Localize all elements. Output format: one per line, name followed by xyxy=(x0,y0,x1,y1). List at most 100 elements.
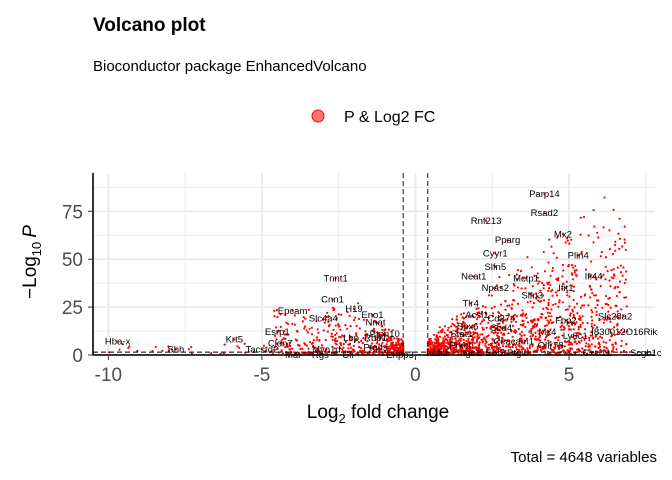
data-point xyxy=(542,294,545,297)
data-point xyxy=(462,317,466,320)
data-point xyxy=(541,347,545,350)
data-point xyxy=(575,274,578,277)
chart-caption: Total = 4648 variables xyxy=(511,449,657,466)
data-point xyxy=(583,338,586,341)
data-point xyxy=(445,338,448,341)
data-point xyxy=(493,329,496,332)
data-point xyxy=(453,350,456,353)
data-point xyxy=(348,342,351,345)
gene-label: Nnat xyxy=(365,317,385,328)
data-point xyxy=(575,342,578,345)
data-point xyxy=(621,245,624,248)
data-point xyxy=(532,301,536,305)
gene-label: Esrp1 xyxy=(265,327,290,338)
data-point xyxy=(526,321,530,324)
data-point xyxy=(449,347,452,350)
data-point xyxy=(275,326,278,329)
data-point xyxy=(608,279,611,282)
data-point xyxy=(590,260,593,263)
data-point xyxy=(364,338,367,341)
data-point xyxy=(467,345,470,348)
data-point xyxy=(526,301,529,304)
data-point xyxy=(334,339,337,343)
data-point xyxy=(536,295,539,298)
data-point xyxy=(587,304,590,307)
data-point xyxy=(334,324,337,327)
data-point xyxy=(453,323,456,326)
data-point xyxy=(563,345,566,348)
data-point xyxy=(602,321,605,324)
data-point xyxy=(616,322,619,325)
data-point xyxy=(286,344,289,347)
data-point xyxy=(325,348,328,351)
gene-label: Cnn1 xyxy=(321,294,344,305)
legend-label: P & Log2 FC xyxy=(344,109,435,126)
data-point xyxy=(570,238,573,241)
data-point xyxy=(447,341,450,344)
data-point xyxy=(616,315,619,318)
data-point xyxy=(264,350,267,353)
data-point xyxy=(538,300,541,303)
data-point xyxy=(512,340,515,343)
data-point xyxy=(473,336,476,339)
data-point xyxy=(460,313,463,316)
data-point xyxy=(590,288,593,291)
data-point xyxy=(462,344,465,347)
data-point xyxy=(170,348,173,351)
data-point xyxy=(551,349,554,352)
data-point xyxy=(561,324,564,327)
gene-label: Pparg xyxy=(495,235,520,246)
data-point xyxy=(386,347,389,350)
chart-subtitle: Bioconductor package EnhancedVolcano xyxy=(93,58,367,75)
data-point xyxy=(524,287,527,290)
data-point xyxy=(315,338,318,341)
data-point xyxy=(335,332,338,335)
data-point xyxy=(161,349,164,352)
data-point xyxy=(590,309,593,312)
data-point xyxy=(349,325,352,328)
data-point xyxy=(127,346,130,349)
data-point xyxy=(543,343,546,347)
data-point xyxy=(451,333,454,336)
data-point xyxy=(346,327,349,330)
data-point xyxy=(560,328,563,331)
data-point xyxy=(537,329,540,332)
data-point xyxy=(349,336,353,339)
data-point xyxy=(273,334,277,337)
data-point xyxy=(475,341,478,344)
data-point xyxy=(529,351,532,354)
data-point xyxy=(284,313,287,316)
data-point xyxy=(568,305,571,308)
data-point xyxy=(554,291,558,294)
data-point xyxy=(482,318,485,321)
gene-label: Mx4 xyxy=(539,327,557,338)
data-point xyxy=(281,338,284,341)
data-point xyxy=(357,317,361,320)
data-point xyxy=(586,322,589,325)
data-point xyxy=(516,277,519,281)
data-point xyxy=(381,341,384,344)
data-point xyxy=(599,335,602,338)
data-point xyxy=(593,324,596,327)
data-point xyxy=(609,285,612,288)
gene-label: Slfn5 xyxy=(484,262,506,273)
data-point xyxy=(471,341,474,344)
data-point xyxy=(327,315,330,318)
data-point xyxy=(547,298,551,301)
data-point xyxy=(562,282,565,285)
data-point xyxy=(553,343,557,346)
data-point xyxy=(455,340,458,343)
data-point xyxy=(596,231,599,234)
data-point xyxy=(362,350,365,353)
data-point xyxy=(597,346,600,350)
data-point xyxy=(612,208,615,211)
data-point xyxy=(567,321,570,325)
data-point xyxy=(590,322,593,325)
data-point xyxy=(490,307,493,310)
gene-label: I830012O16Rik xyxy=(591,327,657,338)
data-point xyxy=(355,334,358,337)
data-point xyxy=(533,318,536,321)
data-point xyxy=(361,342,364,345)
data-point xyxy=(311,345,314,348)
data-point xyxy=(485,313,488,316)
